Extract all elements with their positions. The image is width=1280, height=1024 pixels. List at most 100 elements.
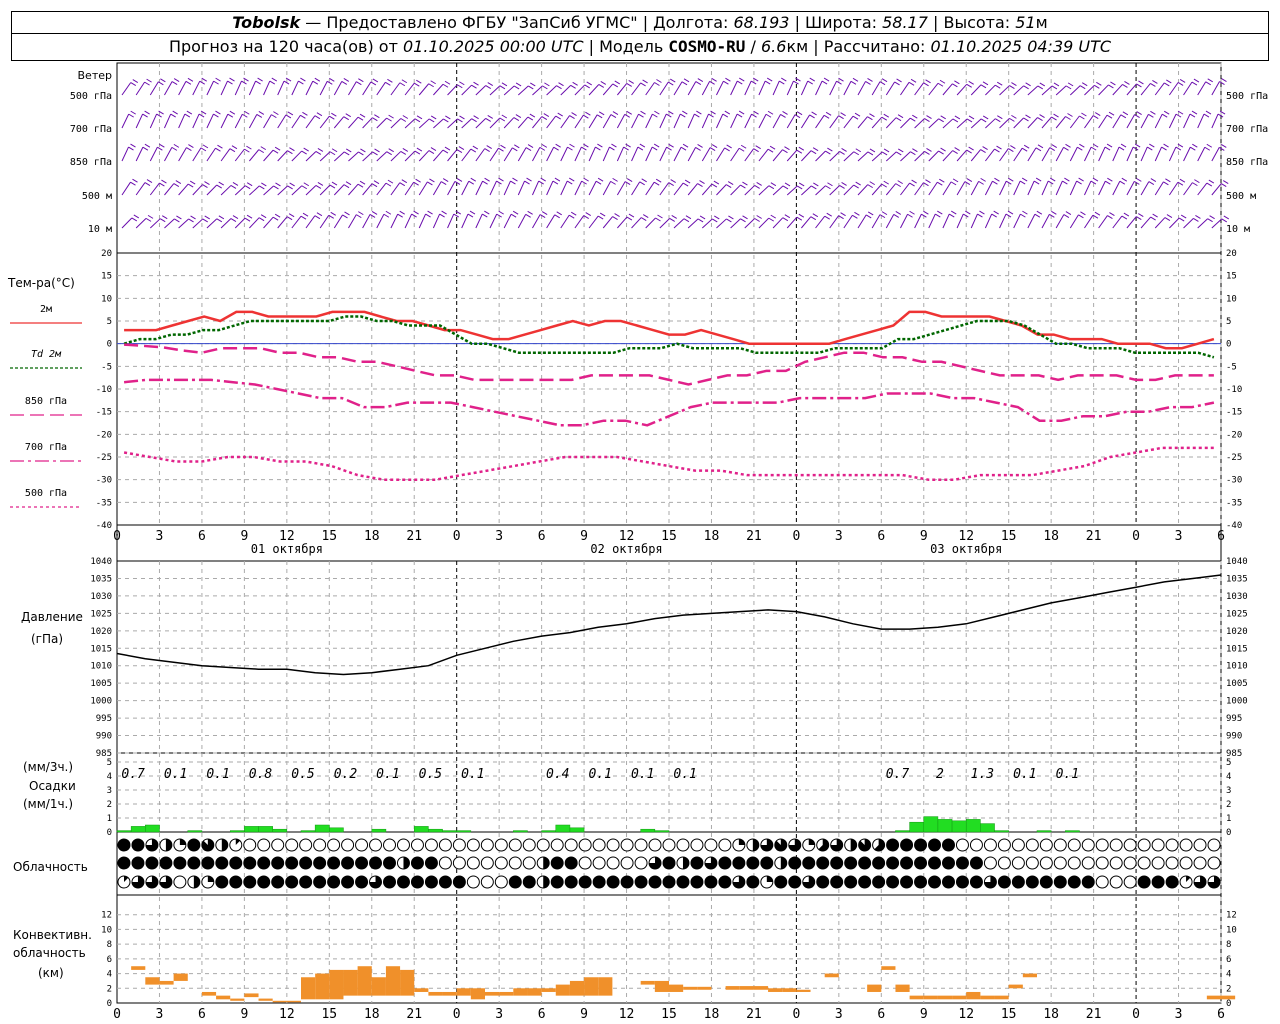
- precip-ytick: 4: [107, 772, 112, 782]
- wind-barb: [942, 210, 957, 229]
- cloud-symbol: [452, 856, 466, 870]
- cloud-fill-partial: [802, 876, 815, 888]
- cloud-fill-full: [886, 876, 899, 888]
- cloud-fill-partial: [145, 839, 158, 852]
- forecast-start: 01.10.2025 00:00 UTC: [403, 37, 584, 56]
- cloud-fill-full: [676, 876, 689, 888]
- cloud-fill-full: [858, 876, 871, 888]
- hour-tick-label-bottom: 9: [580, 1007, 588, 1022]
- cloud-symbol: [718, 838, 732, 852]
- cloud-fill-partial: [221, 839, 228, 851]
- cloud-fill-full: [565, 857, 578, 869]
- pressure-ytick-right: 1005: [1226, 679, 1248, 689]
- cloud-fill-partial: [858, 839, 871, 851]
- cloud-fill-full: [1082, 876, 1095, 888]
- cloud-symbol: [704, 838, 718, 852]
- wind-barb: [1084, 177, 1099, 196]
- wind-barb: [786, 182, 805, 196]
- conv-bar: [145, 977, 160, 985]
- wind-barb: [475, 82, 494, 96]
- hour-tick-label-bottom: 12: [958, 1007, 974, 1022]
- wind-barb: [560, 81, 578, 96]
- wind-barb: [1126, 213, 1144, 229]
- precip-panel-label: Осадки: [29, 779, 76, 793]
- precip-bar: [244, 826, 259, 833]
- wind-barb: [772, 182, 791, 196]
- conv-bar: [909, 995, 924, 1000]
- wind-barb: [985, 115, 1003, 129]
- alt-label: Высота:: [943, 13, 1011, 32]
- cloud-fill-full: [816, 857, 829, 869]
- cloud-fill-partial: [1186, 876, 1191, 882]
- cloud-symbol: [438, 838, 452, 852]
- cloud-symbol: [997, 856, 1011, 870]
- wind-barb: [348, 211, 364, 229]
- cloud-symbol: [1193, 856, 1207, 870]
- cloud-symbol: [1109, 838, 1123, 852]
- cloud-fill-partial: [193, 876, 200, 888]
- cloud-fill-partial: [766, 876, 773, 882]
- cloud-fill-full: [229, 876, 242, 888]
- wind-barb: [956, 80, 974, 96]
- wind-barb: [546, 177, 561, 196]
- wind-barb: [376, 114, 394, 129]
- wind-barb: [1211, 143, 1227, 162]
- hour-tick-label: 21: [1086, 529, 1102, 544]
- cloud-symbol: [1151, 856, 1165, 870]
- wind-barb: [560, 112, 577, 129]
- hour-tick-label: 12: [279, 529, 295, 544]
- temp-ytick: 10: [101, 294, 112, 304]
- wind-barb: [984, 210, 999, 229]
- hour-tick-label-bottom: 6: [198, 1007, 206, 1022]
- cloud-symbol: [620, 856, 634, 870]
- pressure-panel-unit: (гПа): [31, 632, 63, 646]
- precip-bar: [314, 824, 330, 833]
- cloud-symbol: [1095, 856, 1109, 870]
- precip-bar: [229, 830, 245, 833]
- wind-barb: [815, 77, 830, 96]
- wind-barb: [135, 143, 151, 162]
- wind-barb: [517, 82, 536, 96]
- wind-barb: [815, 147, 833, 162]
- wind-barb: [701, 215, 720, 229]
- model-label: Модель: [599, 37, 664, 56]
- precip-3h-total: 0.4: [546, 767, 569, 782]
- wind-barb: [1098, 81, 1116, 96]
- wind-barb: [263, 111, 279, 129]
- cloud-fill-full: [858, 857, 871, 869]
- cloud-symbol: [983, 838, 997, 852]
- wind-barb: [730, 215, 748, 229]
- wind-barb: [687, 78, 704, 96]
- precip-bar: [116, 830, 132, 833]
- precip-3h-total: 0.1: [1013, 767, 1036, 782]
- cloud-fill-full: [1040, 876, 1053, 888]
- precip-bar: [187, 830, 203, 833]
- cloud-fill-partial: [830, 839, 843, 852]
- wind-barb: [461, 177, 477, 196]
- precip-bar: [456, 830, 472, 833]
- wind-barb: [234, 77, 249, 96]
- wind-barb: [291, 212, 309, 229]
- wind-barb: [121, 178, 138, 196]
- cloud-symbol: [1109, 856, 1123, 870]
- cloud-fill-full: [942, 857, 955, 869]
- cloud-symbol: [480, 838, 494, 852]
- legend-label-t700: 700 гПа: [25, 442, 67, 453]
- cloud-symbol: [592, 838, 606, 852]
- precip-3h-total: 0.1: [673, 767, 696, 782]
- precip-bar: [541, 830, 557, 833]
- cloud-fill-full: [1026, 876, 1039, 888]
- cloud-symbol: [257, 838, 271, 852]
- wind-barb: [857, 78, 873, 96]
- wind-barb: [277, 182, 295, 196]
- wind-barb: [1154, 110, 1170, 129]
- temp-ytick-right: -30: [1226, 476, 1242, 486]
- conv-ytick-right: 0: [1226, 999, 1231, 1009]
- cloud-fill-full: [788, 857, 801, 869]
- wind-barb: [149, 78, 166, 96]
- cloud-fill-partial: [201, 839, 214, 851]
- series-line-t2m: [124, 310, 1215, 350]
- wind-barb: [1211, 215, 1230, 229]
- wind-barb: [801, 213, 819, 229]
- wind-barb: [885, 148, 904, 162]
